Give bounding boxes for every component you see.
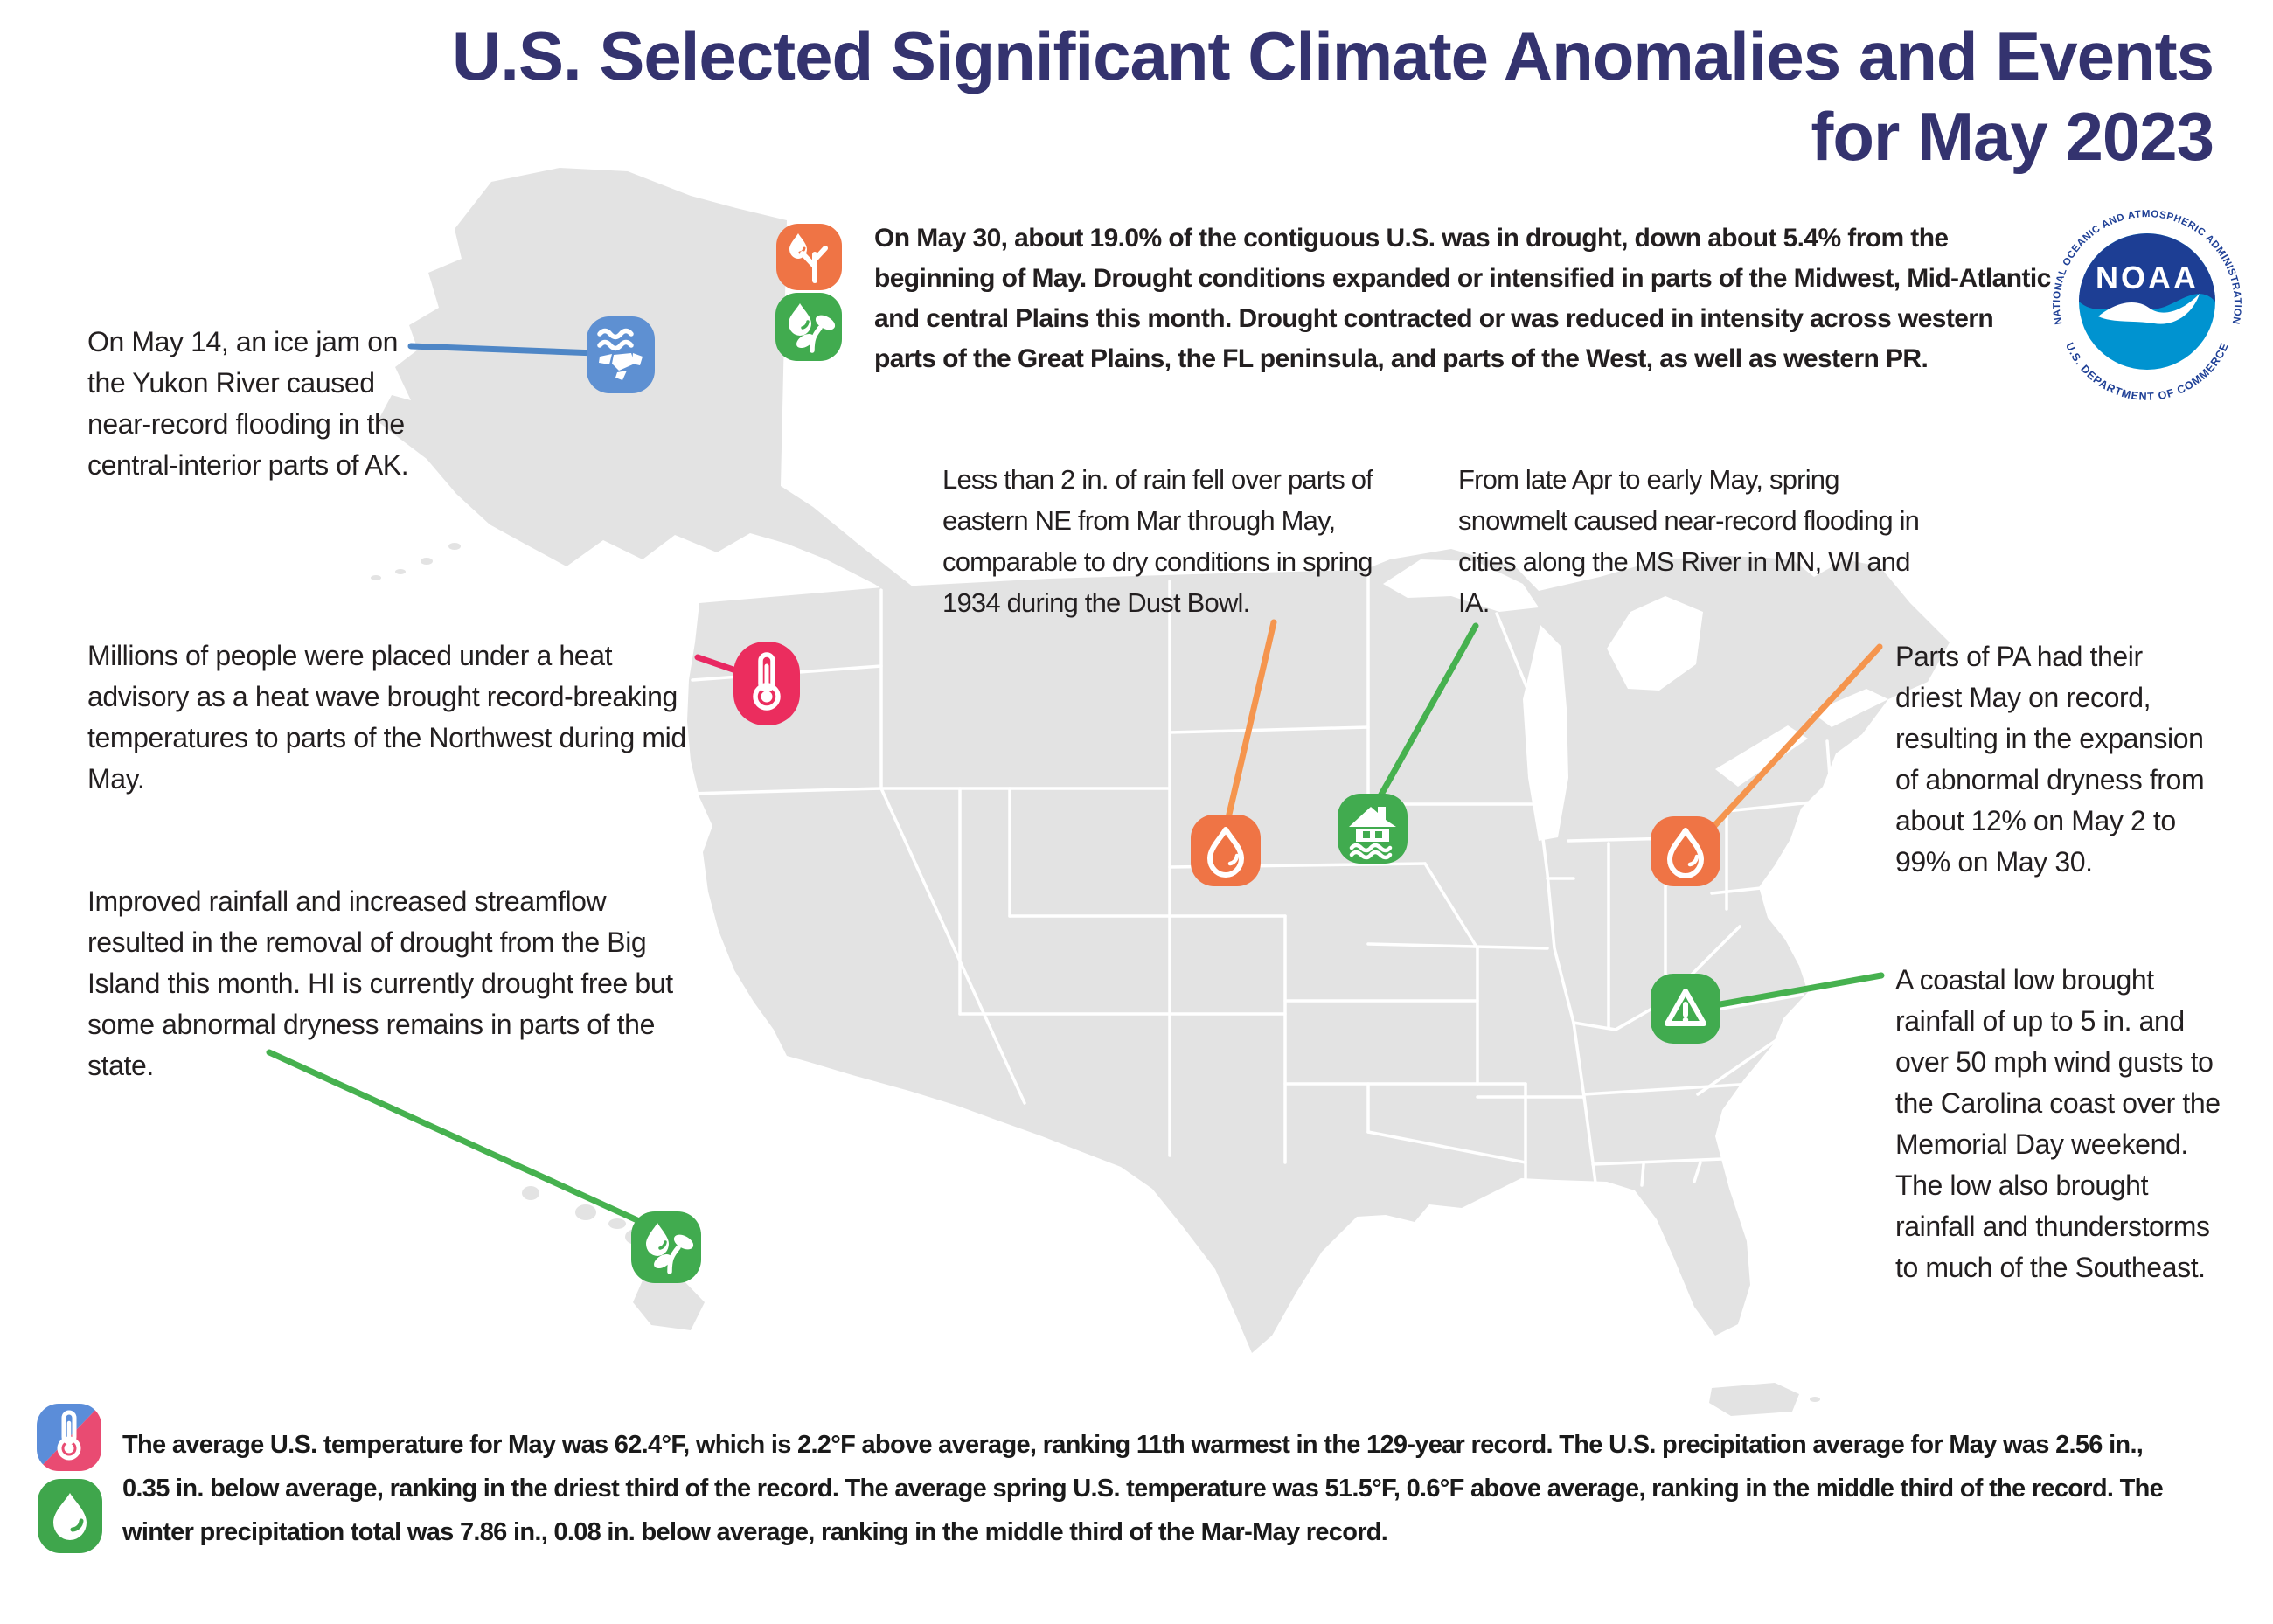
connector-pennsylvania — [1710, 643, 1883, 830]
drought-summary-text: On May 30, about 19.0% of the contiguous… — [874, 224, 2051, 373]
noaa-logo-sky — [2079, 233, 2215, 309]
dryness-droplet-icon — [1191, 815, 1261, 886]
us-map — [371, 168, 1950, 1416]
annotation-alaska: On May 14, an ice jam on the Yukon River… — [87, 326, 409, 481]
footer-summary-text: The average U.S. temperature for May was… — [122, 1431, 2164, 1546]
precipitation-icon — [38, 1479, 102, 1553]
connector-nebraska — [1224, 619, 1277, 825]
drought-icon — [776, 224, 842, 290]
annotation-hawaii: Improved rainfall and increased streamfl… — [87, 885, 673, 1081]
connector-ms-river — [1374, 622, 1479, 804]
noaa-logo-bird — [2098, 294, 2200, 324]
great-lakes — [1383, 559, 1888, 841]
page-title: U.S. Selected Significant Climate Anomal… — [452, 16, 2214, 177]
noaa-logo-acronym: NOAA — [2096, 260, 2199, 295]
annotation-nebraska: Less than 2 in. of rain fell over parts … — [942, 464, 1373, 618]
annotation-pennsylvania: Parts of PA had their driest May on reco… — [1895, 641, 2205, 878]
connector-carolina — [1712, 972, 1885, 1009]
drought-removal-icon — [775, 293, 842, 361]
flooded-house-icon — [1338, 794, 1408, 864]
annotation-carolina: A coastal low brought rainfall of up to … — [1895, 964, 2221, 1283]
puerto-rico-shape — [1709, 1383, 1820, 1416]
noaa-logo: NOAA NATIONAL OCEANIC AND ATMOSPHERIC AD… — [2052, 209, 2242, 403]
title-line-1: U.S. Selected Significant Climate Anomal… — [451, 17, 2214, 94]
annotation-ms-river: From late Apr to early May, spring snowm… — [1458, 464, 1920, 618]
title-line-2: for May 2023 — [1811, 98, 2214, 175]
connector-alaska — [407, 343, 600, 357]
alaska-shape — [371, 168, 951, 617]
drought-removal-icon — [631, 1211, 701, 1283]
dryness-droplet-icon — [1651, 816, 1720, 886]
contiguous-us-shape — [687, 549, 1950, 1353]
connector-hawaii — [266, 1049, 652, 1229]
ice-jam-flooding-icon — [587, 316, 655, 393]
connector-lines — [266, 343, 1885, 1229]
heat-thermometer-icon — [733, 642, 800, 725]
annotation-northwest-heat: Millions of people were placed under a h… — [87, 640, 686, 795]
temperature-icon — [37, 1404, 101, 1471]
storm-warning-icon — [1651, 974, 1720, 1044]
